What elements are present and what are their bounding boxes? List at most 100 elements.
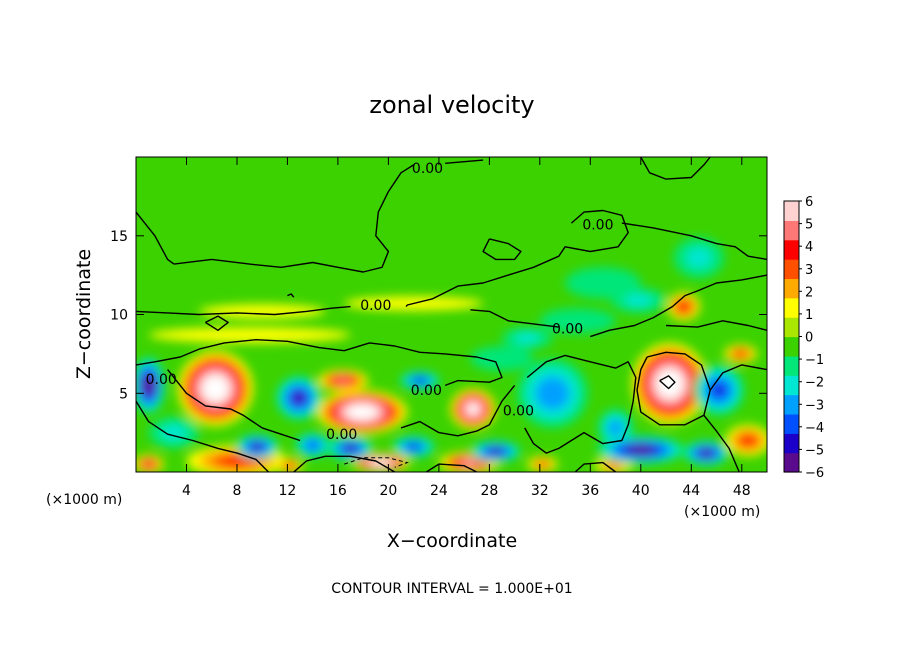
field-blob-21-level-5 (253, 444, 262, 450)
field-blob-20-level-4 (415, 378, 424, 383)
x-tick-label-2: 12 (278, 483, 296, 499)
field-blob-5-level-3 (678, 301, 690, 312)
contour-label-5: 0.00 (411, 383, 442, 399)
zero-contour-23 (659, 375, 676, 390)
field-blob-16-level-2 (535, 460, 549, 468)
x-tick-label-0: 4 (182, 483, 191, 499)
colorbar-swatch-2 (784, 413, 799, 434)
y-tick-label-2: 15 (110, 229, 128, 245)
field-blob-3-level-4 (336, 377, 350, 384)
colorbar-swatch-7 (784, 317, 799, 338)
colorbar-swatch-0 (784, 452, 799, 473)
contour-interval-note: CONTOUR INTERVAL = 1.000E+01 (331, 581, 572, 597)
zero-contour-0 (136, 211, 175, 265)
colorbar-swatch-6 (784, 336, 799, 357)
x-unit-right: (×1000 m) (684, 504, 760, 520)
zero-contour-19 (709, 364, 767, 391)
field-blob-12-level-3 (286, 463, 294, 468)
colorbar-swatch-8 (784, 297, 799, 318)
zero-contour-2 (445, 159, 484, 164)
zero-contour-9 (136, 339, 503, 387)
field-blob-24-level-4 (409, 444, 418, 449)
plot-area: 0.00 0.00 0.00 0.00 0.00 0.00 0.00 0.00 (136, 157, 767, 472)
x-tick-labels: 4 8 12 16 20 24 28 32 36 40 44 48 (182, 483, 751, 499)
contour-labels: 0.00 0.00 0.00 0.00 0.00 0.00 0.00 0.00 (146, 161, 614, 443)
zero-contour-11 (590, 274, 767, 338)
colorbar-label-6: 0 (805, 331, 813, 346)
colorbar-swatch-9 (784, 278, 799, 299)
colorbar-label-5: 1 (805, 308, 813, 323)
colorbar-label-8: −2 (805, 376, 824, 391)
y-tick-labels: 5 10 15 (110, 229, 128, 402)
field-blob-6-level-3 (736, 351, 745, 357)
field-blob-11-level-4 (145, 462, 152, 466)
x-tick-label-1: 8 (233, 483, 242, 499)
colorbar-label-12: −6 (805, 466, 824, 481)
field-blob-15-level-0 (148, 327, 351, 343)
x-axis-label: X−coordinate (387, 530, 517, 552)
x-tick-label-10: 44 (682, 483, 700, 499)
chart-title: zonal velocity (369, 91, 534, 119)
field-blob-7-level-3 (742, 436, 754, 445)
field-blob-25-level-5 (491, 449, 501, 454)
colorbar-label-4: 2 (805, 285, 813, 300)
y-tick-label-1: 10 (110, 308, 128, 324)
colorbar-swatch-3 (784, 394, 799, 415)
zero-contour-21 (425, 463, 478, 472)
colorbar-label-9: −3 (805, 398, 824, 413)
field-blob-4-level-8 (663, 376, 677, 392)
zero-contour-4 (405, 209, 629, 308)
colorbar-label-1: 5 (805, 218, 813, 233)
zero-contour-8 (205, 315, 229, 331)
zero-contour-3 (640, 157, 711, 180)
negative-contour-0 (344, 457, 409, 468)
field-blob-26-level-2 (535, 376, 570, 410)
colorbar-label-0: 6 (805, 195, 813, 210)
field-blob-18-level-6 (145, 379, 152, 392)
field-blob-31-level-1 (686, 247, 712, 268)
colorbar-label-10: −4 (805, 421, 824, 436)
x-tick-label-7: 32 (531, 483, 549, 499)
zero-contour-6 (621, 222, 767, 261)
field-blob-1-level-8 (353, 408, 371, 417)
x-tick-label-4: 20 (379, 483, 397, 499)
x-unit-left: (×1000 m) (46, 492, 122, 508)
x-tick-label-8: 36 (581, 483, 599, 499)
colorbar-swatch-1 (784, 433, 799, 454)
field-blob-38-level-1 (161, 424, 187, 441)
velocity-field (136, 237, 767, 472)
zero-contour-10 (470, 309, 559, 328)
field-blob-13-level-0 (199, 304, 326, 319)
contour-lines (136, 157, 767, 472)
colorbar-swatch-11 (784, 239, 799, 260)
x-tick-label-6: 28 (480, 483, 498, 499)
field-blob-33-level-1 (624, 294, 653, 307)
field-blob-23-level-5 (346, 446, 355, 451)
colorbar-swatch-12 (784, 220, 799, 241)
y-axis-label: Z−coordinate (73, 249, 95, 379)
zero-contour-5 (136, 305, 351, 316)
contour-label-2: 0.00 (360, 298, 391, 314)
field-blob-37-level-0 (470, 346, 534, 372)
colorbar-swatch-5 (784, 355, 799, 376)
zero-contour-12 (665, 320, 767, 331)
zero-contour-18 (636, 351, 711, 426)
colorbar-label-3: 3 (805, 263, 813, 278)
colorbar-label-7: −1 (805, 353, 824, 368)
field-blob-0-level-8 (208, 381, 223, 396)
field-blob-29-level-4 (714, 385, 724, 396)
colorbar (783, 200, 802, 473)
zero-contour-17 (293, 455, 396, 472)
zero-contour-1 (173, 164, 414, 273)
contour-label-6: 0.00 (503, 404, 534, 420)
zero-contour-16 (136, 400, 269, 472)
field-blob-19-level-5 (294, 394, 303, 402)
zero-contour-22 (574, 461, 617, 472)
field-blob-35-level-1 (514, 332, 540, 344)
colorbar-swatch-4 (784, 375, 799, 396)
field-blob-9-level-3 (224, 457, 250, 465)
y-tick-label-0: 5 (119, 386, 128, 402)
zero-contour-24 (287, 293, 295, 298)
